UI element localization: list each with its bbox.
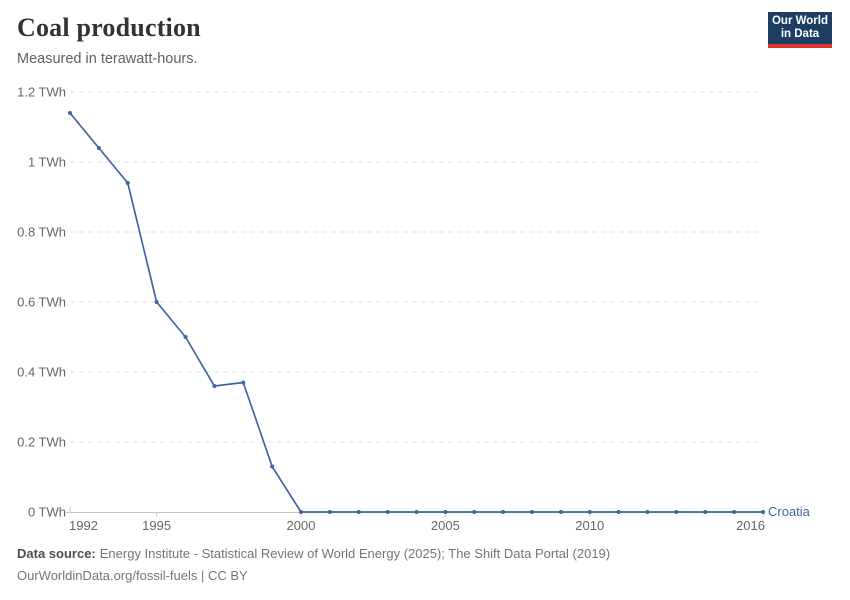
y-tick-label: 1.2 TWh xyxy=(17,85,66,100)
data-point xyxy=(68,111,72,115)
data-point xyxy=(154,300,159,304)
data-point xyxy=(183,335,188,339)
chart-footer: Data source: Energy Institute - Statistic… xyxy=(17,543,737,587)
x-tick-label: 2005 xyxy=(431,518,460,533)
data-point xyxy=(327,510,332,514)
owid-logo-line1: Our World xyxy=(771,15,828,27)
data-point xyxy=(558,510,563,514)
x-tick-label: 2010 xyxy=(575,518,604,533)
data-point xyxy=(616,510,621,514)
line-series-croatia xyxy=(69,112,763,513)
data-point xyxy=(472,510,477,514)
x-tick-label: 2016 xyxy=(736,518,765,533)
data-point xyxy=(96,146,101,150)
data-source-text: Energy Institute - Statistical Review of… xyxy=(99,546,611,561)
page-title: Coal production xyxy=(17,13,201,42)
data-point xyxy=(385,510,390,514)
data-source-label: Data source: xyxy=(17,546,96,561)
y-tick-label: 0.6 TWh xyxy=(17,295,66,310)
license-line: OurWorldinData.org/fossil-fuels | CC BY xyxy=(17,568,248,583)
data-source-line: Data source: Energy Institute - Statistic… xyxy=(17,543,737,565)
x-tick-label: 1995 xyxy=(142,518,171,533)
y-tick-label: 1 TWh xyxy=(28,155,66,170)
data-point xyxy=(703,510,708,514)
y-tick-label: 0.4 TWh xyxy=(17,365,66,380)
data-point xyxy=(530,510,534,514)
y-tick-label: 0 TWh xyxy=(28,505,66,520)
data-point xyxy=(356,510,361,514)
data-point xyxy=(587,510,592,514)
data-point xyxy=(414,510,419,514)
data-point xyxy=(270,464,275,469)
data-point xyxy=(761,510,765,514)
data-point xyxy=(501,510,506,514)
data-point xyxy=(732,510,737,514)
data-point xyxy=(241,380,246,385)
data-point xyxy=(212,384,217,388)
x-tick-label: 2000 xyxy=(287,518,316,533)
owid-logo-line2: in Data xyxy=(780,28,820,40)
y-tick-label: 0.8 TWh xyxy=(17,225,66,240)
data-point xyxy=(443,510,448,514)
x-tick-label: 1992 xyxy=(69,518,98,533)
y-tick-label: 0.2 TWh xyxy=(17,435,66,450)
entity-label: Croatia xyxy=(768,504,811,519)
data-point xyxy=(299,510,303,514)
data-point xyxy=(674,510,679,514)
owid-logo: Our World in Data xyxy=(768,12,832,48)
data-point xyxy=(645,510,650,514)
data-point xyxy=(125,181,130,185)
page-subtitle: Measured in terawatt-hours. xyxy=(17,51,198,67)
